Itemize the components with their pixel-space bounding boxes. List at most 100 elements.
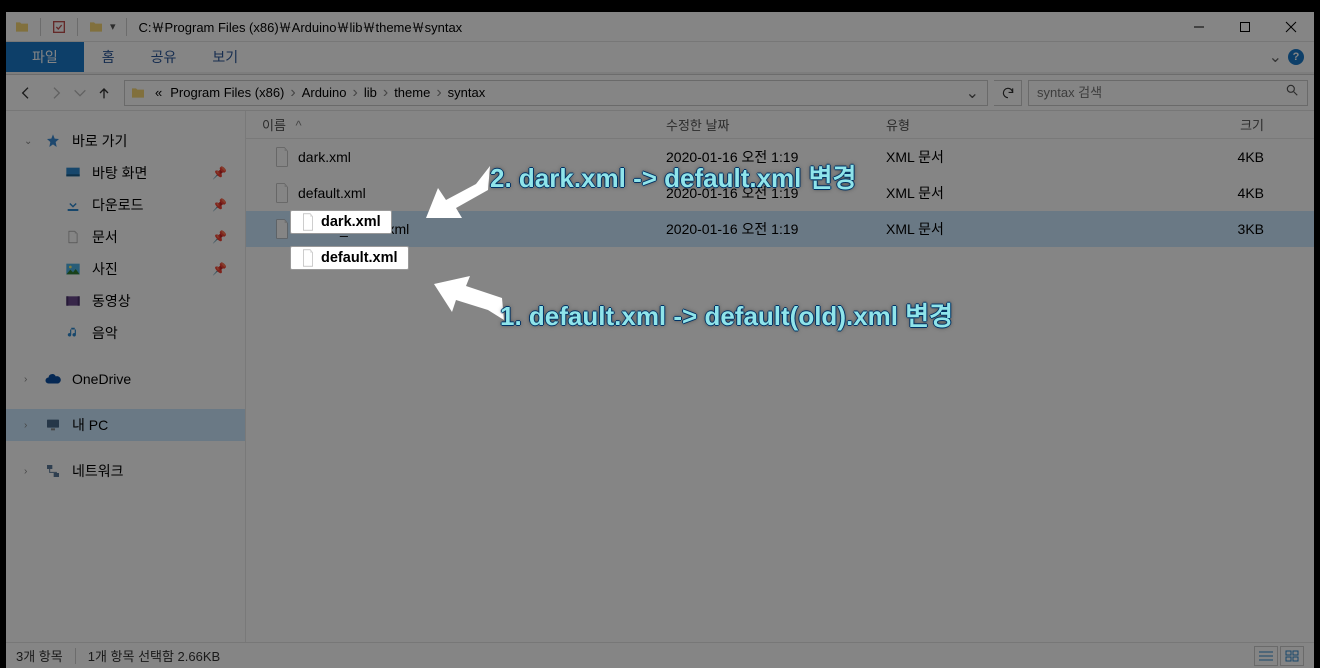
tab-share[interactable]: 공유 <box>133 42 195 72</box>
breadcrumb-item[interactable]: lib <box>360 85 381 100</box>
tab-file[interactable]: 파일 <box>6 42 84 72</box>
navbar: « Program Files (x86)› Arduino› lib› the… <box>6 75 1314 111</box>
file-date: 2020-01-16 오전 1:19 <box>656 147 876 167</box>
nav-sidebar: ⌄ 바로 가기 바탕 화면 📌 다운로드 📌 문서 📌 <box>6 111 246 642</box>
sidebar-network[interactable]: › 네트워크 <box>6 455 245 487</box>
chevron-down-icon[interactable]: ⌄ <box>24 136 32 147</box>
document-icon <box>64 229 82 245</box>
view-large-button[interactable] <box>1280 646 1304 666</box>
search-box[interactable] <box>1028 80 1308 106</box>
music-icon <box>64 325 82 341</box>
refresh-button[interactable] <box>994 80 1022 106</box>
qat-dropdown-icon[interactable]: ▾ <box>110 20 116 33</box>
nav-recent-dropdown[interactable] <box>72 79 88 107</box>
col-date[interactable]: 수정한 날짜 <box>656 115 876 134</box>
pin-icon: 📌 <box>212 198 227 212</box>
file-size: 3KB <box>1056 221 1314 237</box>
col-type[interactable]: 유형 <box>876 115 1056 134</box>
folder-icon <box>14 19 30 35</box>
file-date: 2020-01-16 오전 1:19 <box>656 219 876 239</box>
picture-icon <box>64 261 82 277</box>
desktop-icon <box>64 165 82 181</box>
chevron-right-icon[interactable]: › <box>24 374 27 385</box>
chevron-right-icon: › <box>434 84 443 102</box>
file-name: dark.xml <box>298 149 351 165</box>
properties-icon[interactable] <box>51 19 67 35</box>
tab-view[interactable]: 보기 <box>194 42 256 72</box>
tab-home[interactable]: 홈 <box>84 42 133 72</box>
file-icon <box>274 219 290 239</box>
network-icon <box>44 463 62 479</box>
ribbon-tabs: 파일 홈 공유 보기 ⌄ ? <box>6 42 1314 72</box>
breadcrumb-item[interactable]: Program Files (x86) <box>166 85 288 100</box>
file-size: 4KB <box>1056 185 1314 201</box>
status-selection: 1개 항목 선택함 2.66KB <box>88 646 220 665</box>
window-title: C:￦Program Files (x86)￦Arduino￦lib￦theme… <box>139 17 463 36</box>
folder-icon <box>129 85 147 101</box>
sidebar-music[interactable]: 음악 <box>6 317 245 349</box>
address-dropdown-icon[interactable]: ⌄ <box>962 83 983 103</box>
breadcrumb-item[interactable]: theme <box>390 85 434 100</box>
sidebar-label: 다운로드 <box>92 195 144 215</box>
search-icon[interactable] <box>1285 83 1299 102</box>
sidebar-documents[interactable]: 문서 📌 <box>6 221 245 253</box>
download-icon <box>64 197 82 213</box>
explorer-window: ▾ C:￦Program Files (x86)￦Arduino￦lib￦the… <box>6 12 1314 668</box>
help-icon[interactable]: ? <box>1288 49 1304 65</box>
file-size: 4KB <box>1056 149 1314 165</box>
cloud-icon <box>44 371 62 387</box>
titlebar: ▾ C:￦Program Files (x86)￦Arduino￦lib￦the… <box>6 12 1314 42</box>
sidebar-label: 내 PC <box>72 415 108 435</box>
star-icon <box>44 133 62 149</box>
pc-icon <box>44 417 62 433</box>
sidebar-desktop[interactable]: 바탕 화면 📌 <box>6 157 245 189</box>
file-name: default.xml <box>298 185 366 201</box>
close-button[interactable] <box>1268 12 1314 42</box>
sidebar-label: 음악 <box>92 323 118 343</box>
sidebar-label: 네트워크 <box>72 461 124 481</box>
chevron-right-icon[interactable]: › <box>24 466 27 477</box>
sidebar-label: 동영상 <box>92 291 131 311</box>
file-date: 2020-01-16 오전 1:19 <box>656 183 876 203</box>
file-pane: 이름 ^ 수정한 날짜 유형 크기 dark.xml 2020-01-16 오전… <box>246 111 1314 642</box>
col-size[interactable]: 크기 <box>1056 115 1314 134</box>
pin-icon: 📌 <box>212 230 227 244</box>
address-bar[interactable]: « Program Files (x86)› Arduino› lib› the… <box>124 80 988 106</box>
chevron-right-icon[interactable]: › <box>24 420 27 431</box>
nav-up-button[interactable] <box>90 79 118 107</box>
file-type: XML 문서 <box>876 219 1056 239</box>
sidebar-label: 사진 <box>92 259 118 279</box>
sidebar-quick-access[interactable]: ⌄ 바로 가기 <box>6 125 245 157</box>
maximize-button[interactable] <box>1222 12 1268 42</box>
file-row[interactable]: default.xml 2020-01-16 오전 1:19 XML 문서 4K… <box>246 175 1314 211</box>
sidebar-videos[interactable]: 동영상 <box>6 285 245 317</box>
sidebar-label: 바로 가기 <box>72 131 127 151</box>
col-name[interactable]: 이름 ^ <box>246 115 656 134</box>
breadcrumb-item[interactable]: Arduino <box>298 85 351 100</box>
file-type: XML 문서 <box>876 147 1056 167</box>
sidebar-label: 바탕 화면 <box>92 163 147 183</box>
sort-asc-icon: ^ <box>296 118 302 133</box>
sidebar-label: OneDrive <box>72 371 131 387</box>
nav-back-button[interactable] <box>12 79 40 107</box>
search-input[interactable] <box>1037 85 1285 100</box>
file-row[interactable]: dark.xml 2020-01-16 오전 1:19 XML 문서 4KB <box>246 139 1314 175</box>
file-list: dark.xml 2020-01-16 오전 1:19 XML 문서 4KB d… <box>246 139 1314 247</box>
file-type: XML 문서 <box>876 183 1056 203</box>
status-count: 3개 항목 <box>16 646 63 665</box>
sidebar-this-pc[interactable]: › 내 PC <box>6 409 245 441</box>
view-details-button[interactable] <box>1254 646 1278 666</box>
breadcrumb-item[interactable]: syntax <box>444 85 490 100</box>
minimize-button[interactable] <box>1176 12 1222 42</box>
file-row[interactable]: default_ORIG.xml 2020-01-16 오전 1:19 XML … <box>246 211 1314 247</box>
chevron-right-icon: › <box>351 84 360 102</box>
file-icon <box>274 183 290 203</box>
sidebar-onedrive[interactable]: › OneDrive <box>6 363 245 395</box>
sidebar-pictures[interactable]: 사진 📌 <box>6 253 245 285</box>
folder-small-icon <box>88 19 104 35</box>
ribbon-collapse-icon[interactable]: ⌄ <box>1269 47 1282 67</box>
nav-forward-button[interactable] <box>42 79 70 107</box>
chevron-right-icon: › <box>381 84 390 102</box>
statusbar: 3개 항목 1개 항목 선택함 2.66KB <box>6 642 1314 668</box>
sidebar-downloads[interactable]: 다운로드 📌 <box>6 189 245 221</box>
